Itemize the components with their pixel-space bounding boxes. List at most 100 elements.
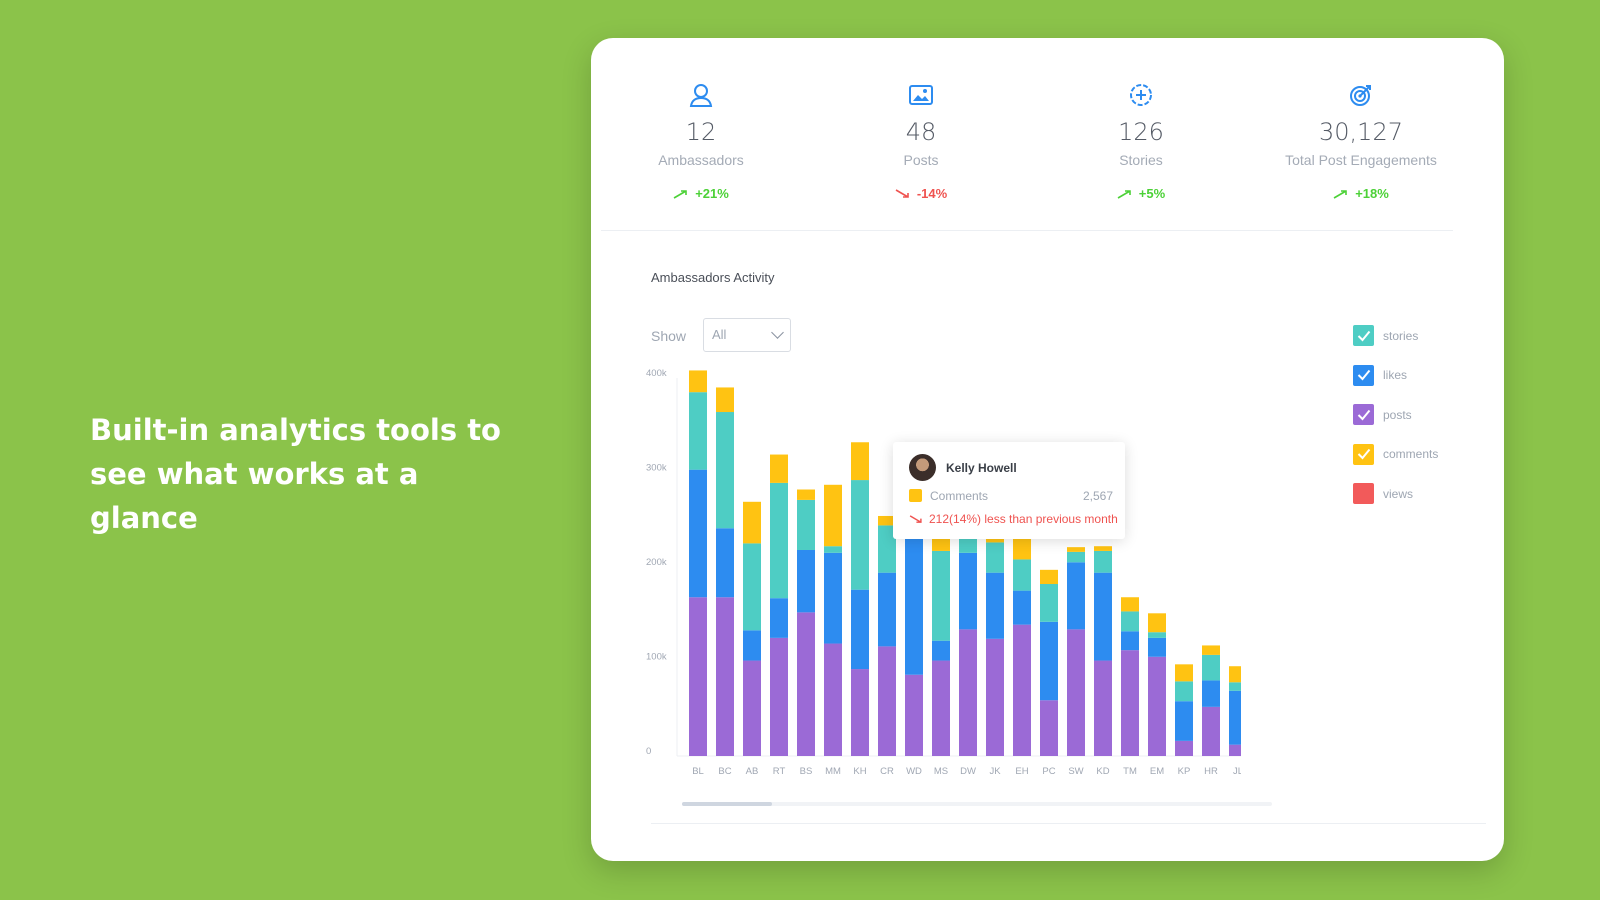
bar-segment-stories-JL bbox=[1229, 682, 1241, 691]
stat-label: Stories bbox=[1119, 152, 1163, 168]
bar-segment-stories-HR bbox=[1202, 654, 1220, 681]
bar-segment-comments-JL bbox=[1229, 666, 1241, 683]
x-tick-label: PC bbox=[1042, 766, 1055, 777]
bar-segment-likes-EM bbox=[1148, 637, 1166, 657]
x-tick-label: KH bbox=[853, 766, 866, 777]
x-tick-label: AB bbox=[746, 766, 759, 777]
bar-segment-posts-JK bbox=[986, 638, 1004, 756]
stat-engagements: 30,127 Total Post Engagements +18% bbox=[1251, 80, 1471, 201]
bottom-divider bbox=[651, 823, 1486, 824]
x-tick-label: DW bbox=[960, 766, 976, 777]
bar-segment-comments-KD bbox=[1094, 546, 1112, 551]
show-filter-select[interactable]: All bbox=[703, 318, 791, 352]
checkbox-checked-icon[interactable] bbox=[1353, 404, 1374, 426]
bar-segment-likes-MS bbox=[932, 640, 950, 661]
chart-legend: stories likes posts comments views bbox=[1353, 316, 1438, 514]
stacked-bar-chart: 0 100k 200k 300k 400k BL BC AB RT BS MM KH CR WD MS DW J… bbox=[646, 368, 1241, 777]
checkbox-checked-icon[interactable] bbox=[1353, 443, 1374, 465]
x-tick-label: KD bbox=[1096, 766, 1109, 777]
bar-segment-comments-BL bbox=[689, 370, 707, 393]
bar-segment-stories-RT bbox=[770, 482, 788, 599]
bar-segment-likes-AB bbox=[743, 630, 761, 661]
stat-label: Ambassadors bbox=[658, 152, 744, 168]
legend-item-posts[interactable]: posts bbox=[1353, 395, 1438, 435]
bar-segment-stories-EH bbox=[1013, 559, 1031, 591]
stats-divider bbox=[601, 230, 1453, 231]
filter-label: Show bbox=[651, 328, 687, 344]
tooltip-metric: Comments bbox=[930, 489, 989, 503]
bar-segment-posts-JL bbox=[1229, 744, 1241, 756]
image-icon bbox=[811, 80, 1031, 110]
x-tick-label: JK bbox=[989, 766, 1001, 777]
comments-swatch bbox=[909, 489, 922, 502]
stat-value: 12 bbox=[685, 118, 717, 146]
bar-segment-likes-KD bbox=[1094, 572, 1112, 661]
bar-segment-posts-BC bbox=[716, 597, 734, 756]
delta-value: +5% bbox=[1138, 186, 1166, 201]
checkbox-checked-icon[interactable] bbox=[1353, 364, 1374, 386]
bar-segment-comments-AB bbox=[743, 501, 761, 544]
filter-value: All bbox=[712, 327, 727, 342]
bar-segment-stories-BC bbox=[716, 412, 734, 529]
legend-label: stories bbox=[1383, 328, 1419, 343]
bar-segment-stories-PC bbox=[1040, 584, 1058, 622]
checkbox-icon[interactable] bbox=[1353, 483, 1374, 505]
tooltip-value: 2,567 bbox=[1082, 489, 1113, 503]
legend-item-stories[interactable]: stories bbox=[1353, 316, 1438, 356]
stat-label: Posts bbox=[903, 152, 939, 168]
stat-stories: 126 Stories +5% bbox=[1031, 80, 1251, 201]
chart-title: Ambassadors Activity bbox=[651, 270, 775, 285]
bar-segment-posts-CR bbox=[878, 646, 896, 756]
bar-segment-stories-AB bbox=[743, 543, 761, 631]
x-tick-label: MS bbox=[934, 766, 948, 777]
legend-item-views[interactable]: views bbox=[1353, 474, 1438, 514]
x-tick-label: MM bbox=[825, 766, 841, 777]
x-tick-label: KP bbox=[1178, 766, 1191, 777]
chart-scrollbar[interactable] bbox=[682, 802, 1272, 806]
bar-segment-likes-PC bbox=[1040, 621, 1058, 701]
bar-segment-likes-KP bbox=[1175, 701, 1193, 741]
bar-segment-stories-CR bbox=[878, 525, 896, 573]
bar-segment-stories-BS bbox=[797, 499, 815, 550]
y-tick-label: 400k bbox=[646, 368, 667, 379]
stat-label: Total Post Engagements bbox=[1285, 152, 1437, 168]
bar-segment-comments-MM bbox=[824, 484, 842, 547]
legend-item-comments[interactable]: comments bbox=[1353, 435, 1438, 475]
bar-segment-likes-BL bbox=[689, 469, 707, 598]
bar-segment-posts-EH bbox=[1013, 624, 1031, 756]
scrollbar-thumb[interactable] bbox=[682, 802, 772, 806]
stat-value: 126 bbox=[1118, 118, 1164, 146]
y-tick-label: 300k bbox=[646, 463, 667, 474]
bar-segment-stories-KH bbox=[851, 480, 869, 590]
x-tick-label: BL bbox=[692, 766, 704, 777]
x-tick-label: RT bbox=[773, 766, 786, 777]
bar-segment-comments-BS bbox=[797, 489, 815, 500]
x-tick-label: WD bbox=[906, 766, 922, 777]
checkbox-checked-icon[interactable] bbox=[1353, 325, 1374, 347]
tooltip-comparison: 212(14%) less than previous month bbox=[909, 512, 1118, 526]
bar-segment-likes-BS bbox=[797, 549, 815, 613]
legend-label: posts bbox=[1383, 407, 1412, 422]
bar-segment-posts-DW bbox=[959, 629, 977, 756]
promo-headline: Built-in analytics tools to see what wor… bbox=[90, 413, 501, 535]
avatar bbox=[909, 454, 936, 481]
legend-item-likes[interactable]: likes bbox=[1353, 356, 1438, 396]
bar-segment-comments-SW bbox=[1067, 547, 1085, 552]
x-tick-label: EH bbox=[1015, 766, 1028, 777]
bar-segment-stories-TM bbox=[1121, 611, 1139, 632]
bar-segment-posts-MM bbox=[824, 643, 842, 756]
bar-segment-likes-JL bbox=[1229, 690, 1241, 745]
bar-segment-likes-WD bbox=[905, 515, 923, 675]
x-tick-label: TM bbox=[1123, 766, 1137, 777]
bar-segment-likes-TM bbox=[1121, 631, 1139, 651]
bar-segment-comments-RT bbox=[770, 454, 788, 483]
legend-label: comments bbox=[1383, 447, 1439, 462]
chevron-down-icon bbox=[771, 326, 784, 339]
bar-segment-likes-EH bbox=[1013, 590, 1031, 625]
stat-value: 48 bbox=[905, 118, 937, 146]
bar-segment-comments-BC bbox=[716, 387, 734, 413]
bar-segment-posts-AB bbox=[743, 660, 761, 756]
trend-down-icon bbox=[895, 188, 909, 198]
x-tick-label: SW bbox=[1068, 766, 1083, 777]
x-tick-label: HR bbox=[1204, 766, 1218, 777]
